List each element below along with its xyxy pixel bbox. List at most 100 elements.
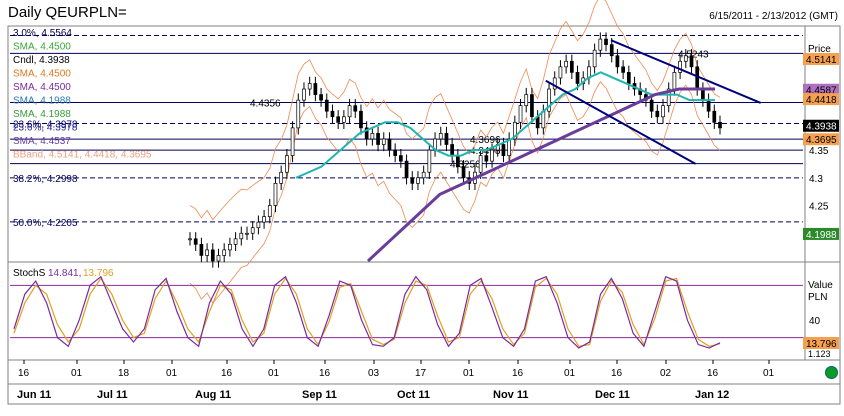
x-day-label-3: 01 <box>166 368 178 379</box>
x-axis-frame <box>7 359 841 385</box>
candle-body-4 <box>210 249 215 262</box>
legend-item-2: Cndl, 4.3938 <box>13 55 70 66</box>
x-month-label-0: Jun 11 <box>17 389 51 401</box>
candle-body-2 <box>199 244 204 256</box>
h-line-label-4: 4.5243 <box>678 49 709 60</box>
candle-body-40 <box>416 177 420 184</box>
h-line-label-3: 4.3256 <box>450 160 481 171</box>
fib-level-label-3: 50.0%, 4.2205 <box>13 218 78 229</box>
price-tag-5 <box>803 227 839 240</box>
candle-body-6 <box>222 249 227 256</box>
candle-body-89 <box>695 66 700 90</box>
x-month-label-5: Nov 11 <box>493 389 528 401</box>
candle-body-64 <box>552 77 557 90</box>
candle-body-25 <box>330 110 335 118</box>
candle-body-65 <box>558 66 563 79</box>
candle-body-91 <box>706 99 711 112</box>
x-month-label-4: Oct 11 <box>397 389 430 401</box>
candle-body-17 <box>285 155 289 173</box>
candle-body-16 <box>279 171 284 184</box>
x-month-label-1: Jul 11 <box>97 389 128 401</box>
x-day-label-13: 02 <box>660 368 672 379</box>
candle-body-88 <box>689 55 694 68</box>
x-day-label-14: 16 <box>707 368 719 379</box>
x-month-label-2: Aug 11 <box>195 389 231 401</box>
price-tag-label-0: 4.5141 <box>806 55 837 66</box>
stoch-tag-secondary: 1.123 <box>808 349 831 359</box>
candle-body-10 <box>245 232 249 235</box>
candle-body-8 <box>233 238 238 245</box>
candle-body-14 <box>267 205 272 217</box>
candle-body-76 <box>621 66 625 73</box>
candle-body-30 <box>359 110 363 129</box>
month-axis-frame <box>7 383 841 405</box>
h-line-label-1: 4.3696 <box>470 135 501 146</box>
candle-body-59 <box>524 94 529 107</box>
candle-body-51 <box>478 155 483 173</box>
candle-body-53 <box>490 149 494 162</box>
candle-body-9 <box>239 232 244 240</box>
stoch-label: StochS <box>13 268 46 279</box>
candle-body-77 <box>626 72 631 84</box>
candle-body-12 <box>256 221 261 229</box>
candle-body-83 <box>661 105 665 118</box>
price-tag-label-2: 4.4418 <box>806 95 837 106</box>
bollinger-lower-band <box>189 81 721 304</box>
candle-body-66 <box>564 60 568 68</box>
candle-body-67 <box>569 60 574 73</box>
x-day-label-2: 18 <box>118 368 130 379</box>
candle-body-15 <box>273 182 278 206</box>
x-day-label-11: 01 <box>564 368 576 379</box>
candle-body-38 <box>404 160 409 179</box>
price-tag-label-5: 4.1988 <box>806 230 837 241</box>
candle-body-3 <box>205 249 209 256</box>
price-panel-frame <box>7 25 841 263</box>
sma-long-line <box>366 87 715 263</box>
trendline-1 <box>610 39 762 104</box>
candle-body-57 <box>512 121 517 140</box>
x-day-label-4: 16 <box>221 368 233 379</box>
x-month-label-6: Dec 11 <box>595 389 630 401</box>
candle-body-18 <box>290 127 295 156</box>
fib-level-label-1: 23.6%, 4.3978 <box>13 120 78 131</box>
candle-body-92 <box>712 110 717 123</box>
stoch-d-value: 13.796 <box>83 268 114 279</box>
candle-body-5 <box>216 255 221 262</box>
legend-item-4: SMA, 4.4500 <box>13 82 71 93</box>
legend-item-1: SMA, 4.4500 <box>13 42 71 53</box>
price-tag-label-3: 4.3938 <box>806 122 837 133</box>
candle-body-71 <box>592 49 597 68</box>
y-tick-label-0: 4.35 <box>809 146 829 157</box>
x-day-label-1: 01 <box>71 368 83 379</box>
candle-body-68 <box>575 72 580 84</box>
legend-item-8: SMA, 4.4537 <box>13 136 71 147</box>
x-day-label-6: 16 <box>319 368 331 379</box>
candle-body-36 <box>393 149 398 156</box>
date-range: 6/15/2011 - 2/13/2012 (GMT) <box>709 11 838 22</box>
candle-body-19 <box>296 99 301 129</box>
stoch-tick-0: 40 <box>809 316 821 327</box>
candle-body-21 <box>307 83 312 90</box>
candle-body-90 <box>701 88 705 101</box>
candle-body-29 <box>353 105 358 112</box>
x-day-label-5: 01 <box>268 368 280 379</box>
y-tick-label-2: 4.25 <box>809 202 829 213</box>
candle-body-93 <box>718 121 722 129</box>
price-tag-3 <box>803 119 839 132</box>
candle-body-75 <box>615 55 620 68</box>
legend-item-6: SMA, 4.1988 <box>13 109 71 120</box>
legend-item-7: 23.6%, 4.3978 <box>13 123 78 134</box>
candle-body-56 <box>507 138 511 156</box>
candle-body-39 <box>410 177 415 184</box>
sma-short-line <box>295 71 715 179</box>
candle-body-11 <box>250 227 255 234</box>
y-axis-unit-0: Price <box>808 44 831 55</box>
stoch-tag <box>803 336 839 349</box>
candle-body-63 <box>547 88 551 112</box>
candle-body-73 <box>604 38 608 45</box>
candle-body-48 <box>461 166 466 179</box>
candle-body-23 <box>319 94 323 101</box>
candle-body-31 <box>364 127 369 140</box>
candle-body-85 <box>672 72 677 90</box>
